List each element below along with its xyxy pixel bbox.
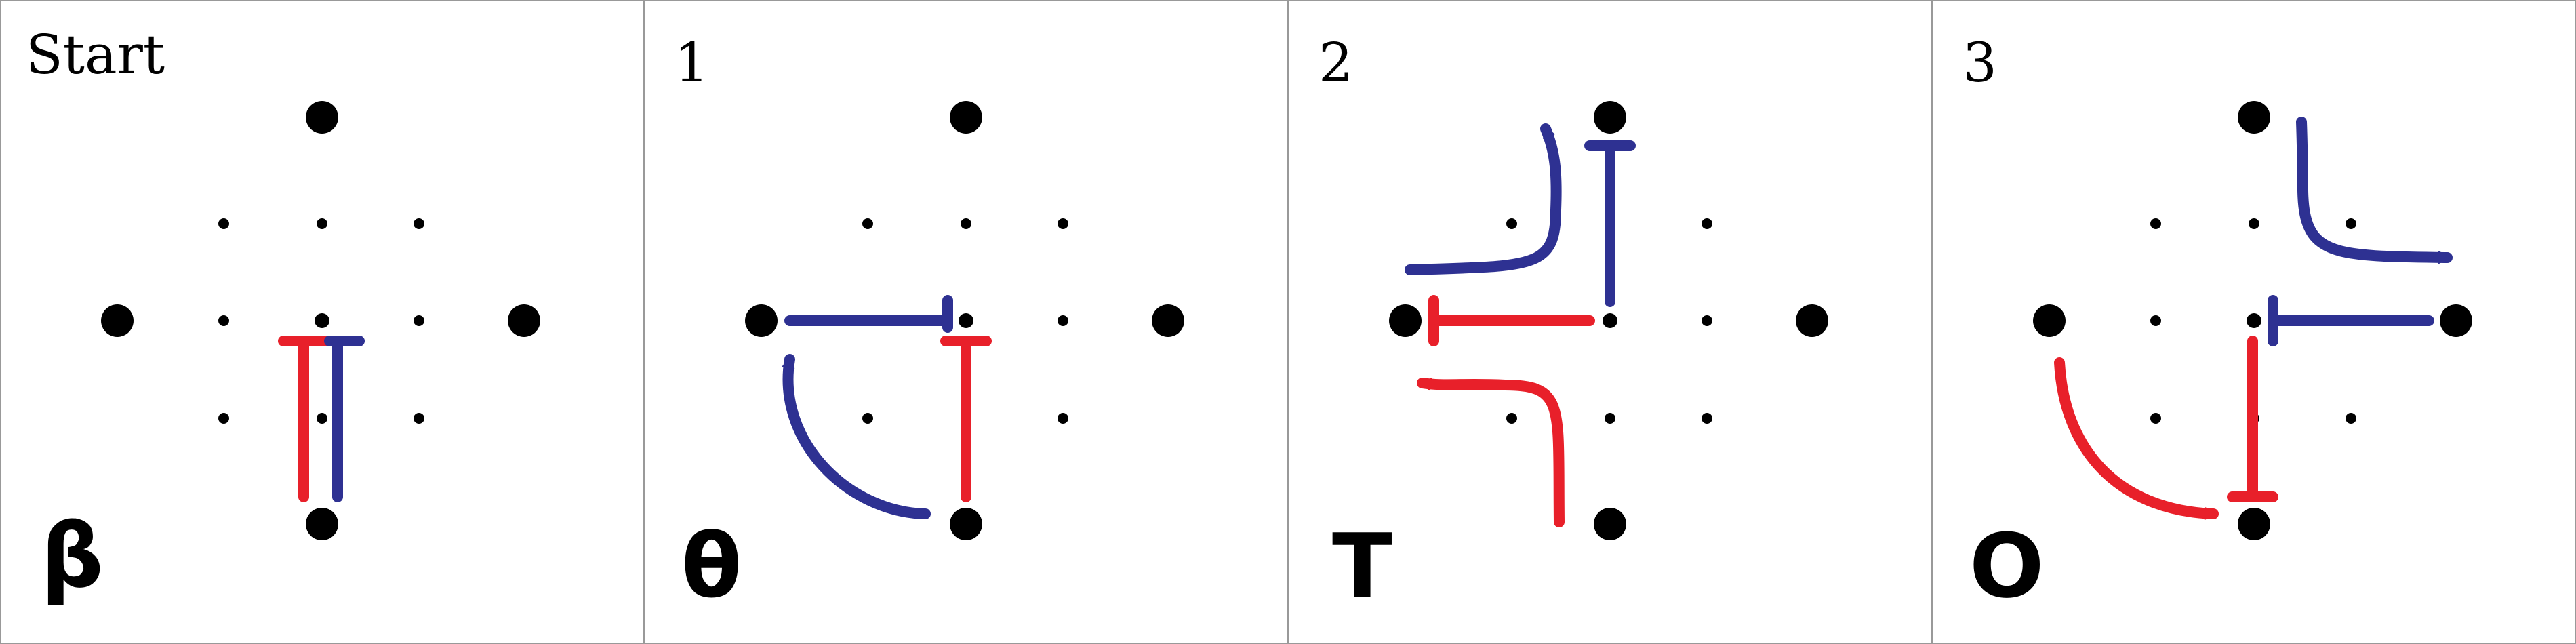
large-dot: [2238, 101, 2270, 134]
large-dot: [2238, 508, 2270, 540]
large-dot: [2440, 304, 2472, 337]
small-dot: [2346, 218, 2356, 229]
blue-path: [324, 336, 365, 502]
small-dot: [1702, 315, 1712, 326]
small-dot: [1605, 413, 1615, 424]
panel-3: 3 O: [1932, 0, 2576, 644]
small-dot: [414, 315, 424, 326]
panel-symbol: T: [1332, 515, 1392, 618]
large-dot: [508, 304, 540, 337]
panel-symbol: θ: [681, 515, 742, 618]
red-path: [278, 336, 331, 502]
small-dot: [218, 218, 229, 229]
panel-start: Start β: [0, 0, 644, 644]
panel-1: 1 θ: [644, 0, 1288, 644]
center-dot: [315, 313, 329, 328]
small-dot: [2150, 218, 2161, 229]
center-dot: [2247, 313, 2261, 328]
small-dot: [2249, 218, 2259, 229]
small-dot: [862, 413, 873, 424]
blue-path: [782, 295, 953, 519]
blue-path: [1405, 123, 1636, 307]
panel-symbol: O: [1969, 515, 2045, 618]
panel-2: 2 T: [1288, 0, 1932, 644]
small-dot: [414, 218, 424, 229]
dot-grid: [2033, 101, 2472, 540]
large-dot: [1594, 101, 1626, 134]
small-dot: [1058, 315, 1068, 326]
small-dot: [1506, 218, 1517, 229]
red-path: [1417, 295, 1595, 527]
large-dot: [1152, 304, 1184, 337]
small-dot: [862, 218, 873, 229]
small-dot: [2150, 413, 2161, 424]
small-dot: [1702, 218, 1712, 229]
large-dot: [745, 304, 778, 337]
large-dot: [1594, 508, 1626, 540]
small-dot: [317, 413, 327, 424]
panel-symbol: β: [41, 504, 104, 607]
red-path: [2054, 336, 2278, 520]
small-dot: [961, 218, 971, 229]
panel-label: Start: [26, 23, 165, 86]
center-dot: [1603, 313, 1617, 328]
small-dot: [1058, 218, 1068, 229]
panel-label: 1: [675, 31, 709, 94]
center-dot: [959, 313, 973, 328]
red-path: [940, 336, 992, 502]
small-dot: [414, 413, 424, 424]
large-dot: [101, 304, 134, 337]
dot-grid: [101, 101, 540, 540]
small-dot: [2346, 413, 2356, 424]
small-dot: [1058, 413, 1068, 424]
panel-label: 2: [1319, 31, 1353, 94]
large-dot: [950, 101, 982, 134]
small-dot: [218, 315, 229, 326]
large-dot: [2033, 304, 2066, 337]
large-dot: [1796, 304, 1828, 337]
small-dot: [317, 218, 327, 229]
small-dot: [218, 413, 229, 424]
large-dot: [1389, 304, 1422, 337]
large-dot: [950, 508, 982, 540]
large-dot: [306, 101, 338, 134]
small-dot: [1702, 413, 1712, 424]
blue-path: [2268, 117, 2453, 346]
small-dot: [2150, 315, 2161, 326]
small-dot: [1506, 413, 1517, 424]
large-dot: [306, 508, 338, 540]
panel-label: 3: [1963, 31, 1997, 94]
